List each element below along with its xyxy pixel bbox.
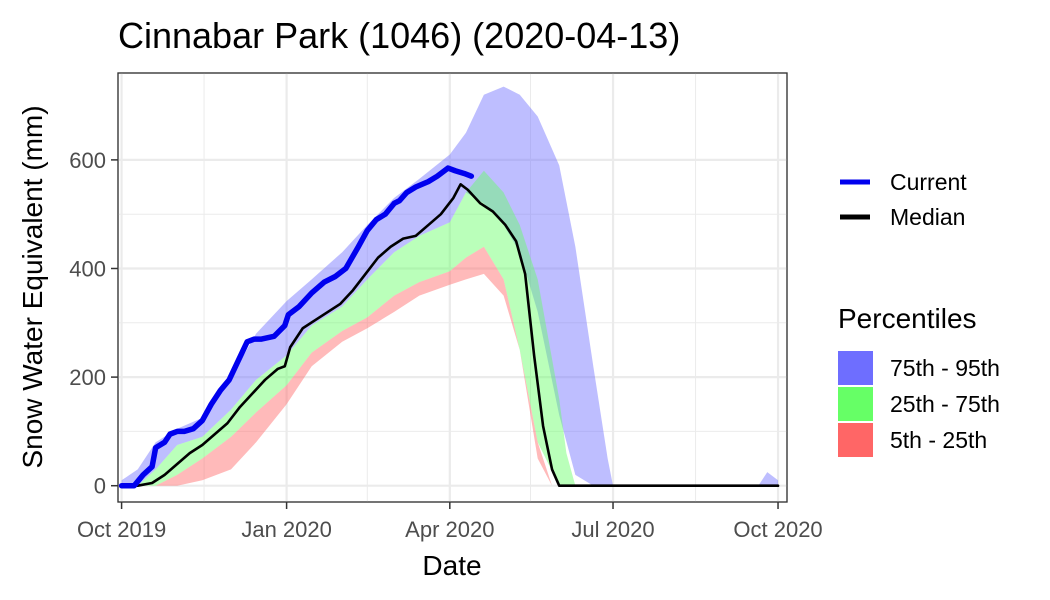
legend-median-label: Median (890, 204, 965, 230)
legend-25-75-swatch (838, 387, 873, 421)
legend-25-75-label: 25th - 75th (890, 391, 1000, 417)
legend: Current Median Percentiles 75th - 95th 2… (838, 169, 1000, 457)
legend-75-95-label: 75th - 95th (890, 355, 1000, 381)
x-tick-label: Jul 2020 (571, 517, 654, 542)
x-axis-title: Date (422, 550, 481, 581)
y-tick-label: 200 (69, 365, 106, 390)
series-current-line (118, 165, 475, 489)
legend-current-label: Current (890, 169, 967, 195)
x-tick-label: Oct 2019 (77, 517, 166, 542)
plot-panel (117, 72, 788, 503)
series-median-line (120, 183, 780, 488)
x-tick-label: Jan 2020 (241, 517, 332, 542)
y-axis: 0 200 400 600 (69, 148, 118, 499)
legend-5-25-swatch (838, 423, 873, 457)
chart-title: Cinnabar Park (1046) (2020-04-13) (118, 15, 680, 56)
plot-border (117, 72, 788, 503)
band-25th-75th (121, 170, 576, 486)
plot-area (117, 72, 788, 503)
x-tick-label: Oct 2020 (733, 517, 822, 542)
y-axis-title: Snow Water Equivalent (mm) (17, 105, 48, 468)
series-lines (118, 165, 780, 489)
x-axis: Oct 2019 Jan 2020 Apr 2020 Jul 2020 Oct 2020 (77, 502, 823, 542)
y-tick-label: 400 (69, 256, 106, 281)
x-tick-label: Apr 2020 (405, 517, 494, 542)
y-tick-label: 600 (69, 148, 106, 173)
legend-percentiles-title: Percentiles (838, 303, 977, 334)
legend-75-95-swatch (838, 351, 873, 385)
y-tick-label: 0 (94, 474, 106, 499)
legend-5-25-label: 5th - 25th (890, 427, 987, 453)
